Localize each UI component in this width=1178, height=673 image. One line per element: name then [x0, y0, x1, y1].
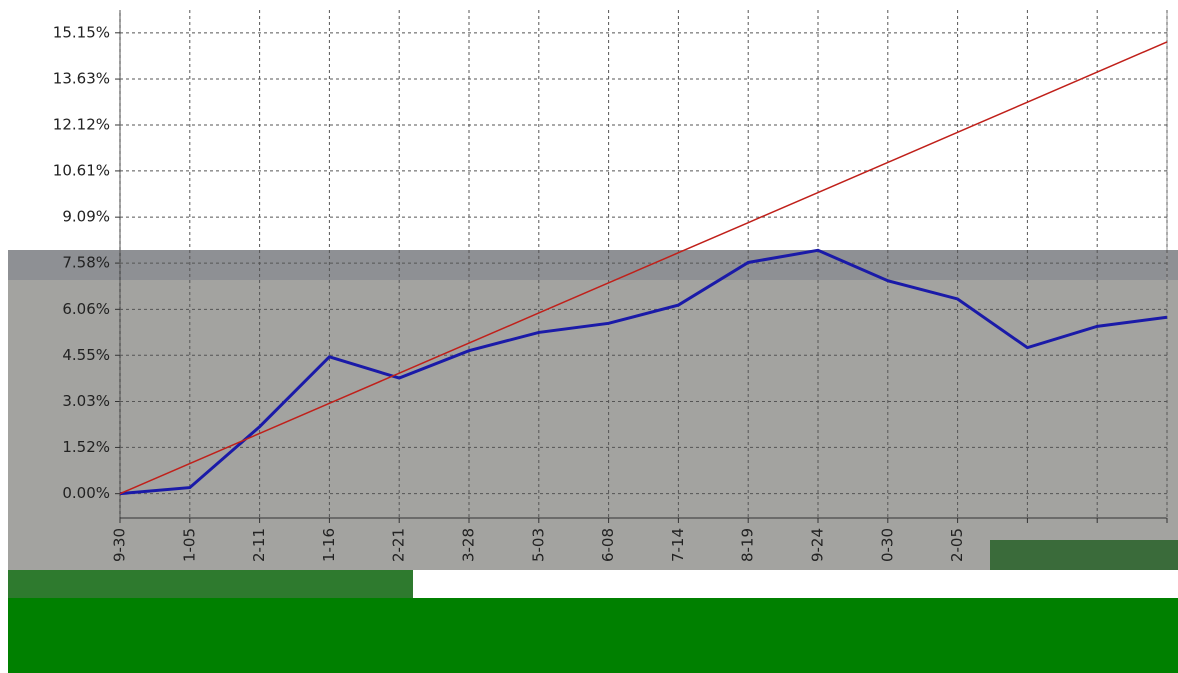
- y-tick-label: 4.55%: [62, 346, 110, 364]
- x-tick-label: 7-14: [669, 528, 687, 562]
- green-block: [8, 598, 1178, 673]
- glitch-noise: [8, 570, 413, 600]
- y-tick-label: 15.15%: [53, 23, 110, 41]
- x-tick-label: 2-11: [250, 528, 268, 562]
- x-tick-label: 2-05: [948, 528, 966, 562]
- y-tick-label: 1.52%: [62, 438, 110, 456]
- x-tick-label: 8-19: [739, 528, 757, 562]
- x-tick-label: 1-16: [320, 528, 338, 562]
- y-tick-label: 9.09%: [62, 208, 110, 226]
- x-tick-label: 9-30: [111, 528, 129, 562]
- x-tick-label: 3-28: [460, 528, 478, 562]
- x-tick-label: 0-30: [878, 528, 896, 562]
- y-tick-label: 13.63%: [53, 70, 110, 88]
- y-tick-label: 10.61%: [53, 161, 110, 179]
- x-tick-label: 5-03: [529, 528, 547, 562]
- y-tick-label: 6.06%: [62, 300, 110, 318]
- x-tick-label: 9-24: [809, 528, 827, 562]
- page: {"chart_data": { "type": "line", "catego…: [0, 0, 1178, 673]
- x-tick-label: 2-21: [390, 528, 408, 562]
- y-tick-label: 0.00%: [62, 484, 110, 502]
- glitch-band: [8, 280, 1178, 570]
- glitch-strip: [8, 250, 1178, 280]
- x-tick-label: 1-05: [180, 528, 198, 562]
- y-tick-label: 12.12%: [53, 115, 110, 133]
- y-tick-label: 3.03%: [62, 392, 110, 410]
- glitch-noise: [990, 540, 1178, 570]
- x-tick-label: 6-08: [599, 528, 617, 562]
- y-tick-label: 7.58%: [62, 254, 110, 272]
- screenshot: 0.00% 1.52% 3.03% 4.55% 6.06% 7.58% 9.09% 10.61…: [0, 0, 1178, 673]
